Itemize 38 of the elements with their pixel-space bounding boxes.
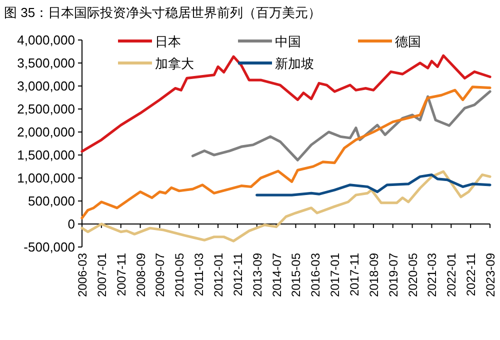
x-tick-label: 2019-07 [386, 252, 400, 298]
x-tick-label: 2022-11 [464, 252, 478, 296]
y-tick-label: 2,000,000 [17, 124, 75, 140]
legend-label: 日本 [155, 34, 181, 49]
y-tick-label: 4,000,000 [17, 32, 75, 48]
x-tick-label: 2014-07 [270, 252, 284, 298]
legend-label: 新加坡 [275, 56, 314, 71]
x-tick-label: 2007-01 [94, 252, 109, 298]
x-tick-label: 2010-05 [172, 252, 187, 298]
x-tick-label: 2012-11 [230, 252, 245, 296]
x-tick-label: 2016-03 [308, 252, 323, 298]
y-tick-label: 0 [68, 216, 75, 232]
x-tick-label: 2006-03 [76, 252, 90, 298]
x-tick-label: 2013-09 [250, 252, 264, 298]
y-tick-label: -500,000 [24, 240, 75, 254]
y-tick-label: 3,000,000 [17, 78, 75, 94]
x-tick-label: 2023-09 [484, 252, 498, 298]
y-tick-label: 3,500,000 [17, 56, 75, 70]
x-tick-label: 2018-09 [366, 252, 381, 298]
y-tick-label: 500,000 [28, 194, 75, 208]
x-tick-label: 2021-03 [425, 252, 440, 298]
x-tick-label: 2020-05 [406, 252, 420, 298]
y-tick-label: 2,500,000 [17, 102, 75, 116]
legend-label: 加拿大 [155, 56, 194, 71]
x-tick-label: 2022-01 [444, 252, 459, 298]
x-tick-label: 2017-01 [328, 252, 342, 298]
x-tick-label: 2011-03 [192, 252, 206, 296]
x-tick-label: 2015-05 [289, 252, 304, 298]
y-tick-label: 1,000,000 [17, 170, 75, 186]
x-tick-label: 2008-09 [134, 252, 148, 298]
legend-label: 中国 [275, 34, 301, 49]
y-tick-label: 1,500,000 [17, 148, 75, 162]
legend-label: 德国 [395, 34, 421, 49]
chart-title: 图 35：日本国际投资净头寸稳居世界前列（百万美元） [4, 5, 322, 20]
x-tick-label: 2012-01 [212, 252, 226, 298]
x-tick-label: 2007-11 [114, 252, 128, 296]
x-tick-label: 2017-11 [348, 252, 362, 296]
x-tick-label: 2009-07 [153, 252, 168, 298]
